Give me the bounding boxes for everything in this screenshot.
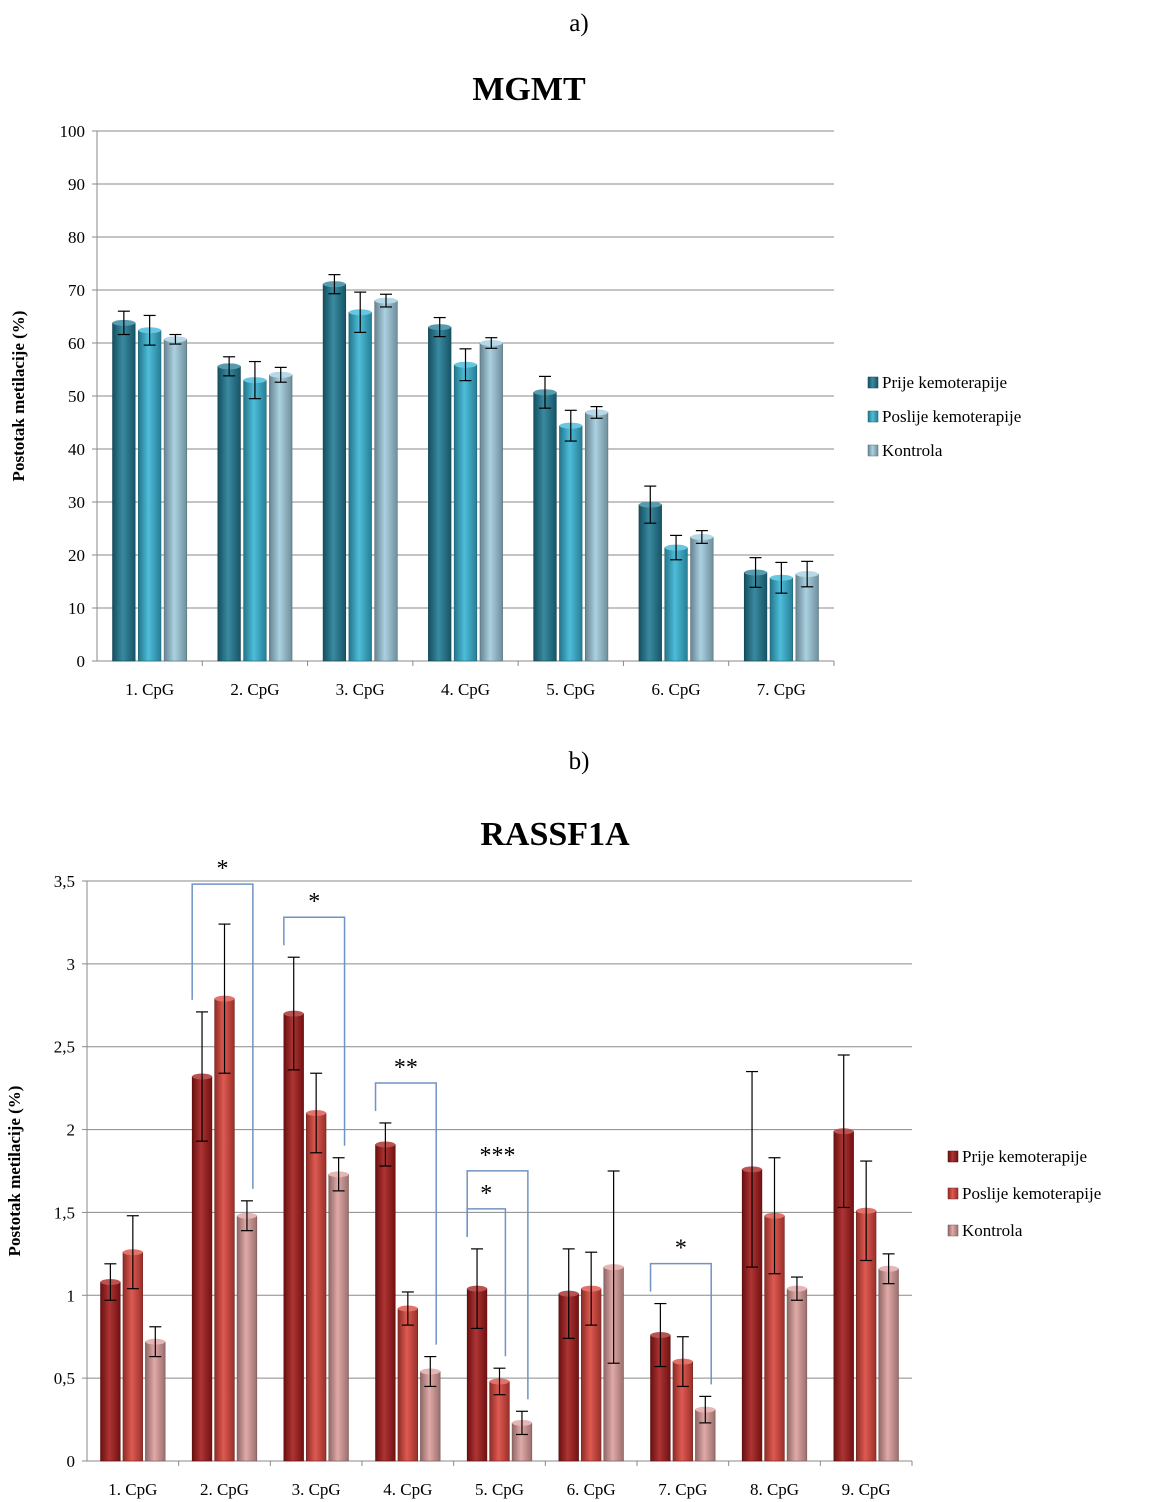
legend-label: Prije kemoterapije [962, 1147, 1087, 1166]
x-category-label: 6. CpG [567, 1480, 616, 1499]
bar [397, 1308, 418, 1462]
legend-label: Poslije kemoterapije [962, 1184, 1101, 1203]
legend-swatch [867, 444, 879, 457]
bar [236, 1215, 258, 1462]
y-tick-label: 3 [67, 955, 76, 974]
mgmt-chart: MGMT 0 10 20 30 40 50 60 70 80 90 100 Postotak metil… [9, 71, 1021, 699]
y-tick-label: 80 [68, 228, 85, 247]
y-tick-label: 1 [67, 1286, 76, 1305]
panel-b-label: b) [568, 748, 590, 775]
significance-label: * [480, 1181, 492, 1207]
x-category-label: 7. CpG [757, 680, 806, 699]
significance-label: *** [480, 1143, 516, 1169]
legend-label: Poslije kemoterapije [882, 407, 1021, 426]
y-tick-label: 2 [67, 1121, 76, 1140]
legend-swatch [947, 1224, 959, 1237]
legend-label: Kontrola [962, 1221, 1023, 1240]
x-category-label: 4. CpG [383, 1480, 432, 1499]
significance-bracket [466, 1170, 529, 1400]
x-category-label: 5. CpG [475, 1480, 524, 1499]
bar [786, 1288, 808, 1462]
significance-bracket [466, 1208, 507, 1357]
y-tick-label: 3,5 [54, 872, 75, 891]
legend-label: Prije kemoterapije [882, 373, 1007, 392]
significance-label: * [675, 1236, 687, 1262]
y-tick-label: 2,5 [54, 1038, 75, 1057]
y-tick-label: 40 [68, 440, 85, 459]
significance-bracket [649, 1262, 712, 1385]
x-category-label: 6. CpG [652, 680, 701, 699]
bar [878, 1268, 899, 1462]
y-tick-label: 60 [68, 334, 85, 353]
y-tick-label: 0 [67, 1452, 76, 1471]
legend-swatch [947, 1187, 959, 1200]
bar [375, 1144, 396, 1462]
y-tick-label: 0 [77, 652, 86, 671]
x-category-label: 5. CpG [546, 680, 595, 699]
significance-bracket [374, 1082, 437, 1345]
y-axis-label: Postotak metilacije (%) [9, 311, 28, 482]
y-tick-label: 10 [68, 599, 85, 618]
significance-label: * [217, 856, 229, 882]
y-tick-label: 0,5 [54, 1369, 75, 1388]
y-axis-label: Postotak metilacije (%) [5, 1086, 24, 1257]
x-category-label: 2. CpG [230, 680, 279, 699]
bar [283, 1013, 304, 1462]
x-category-label: 4. CpG [441, 680, 490, 699]
bar [306, 1112, 327, 1462]
y-tick-label: 1,5 [54, 1203, 75, 1222]
x-category-label: 3. CpG [292, 1480, 341, 1499]
x-category-label: 3. CpG [336, 680, 385, 699]
legend-swatch [947, 1150, 959, 1163]
significance-bracket [283, 916, 346, 1146]
y-tick-label: 100 [60, 122, 86, 141]
y-tick-label: 70 [68, 281, 85, 300]
x-category-label: 9. CpG [842, 1480, 891, 1499]
y-tick-label: 90 [68, 175, 85, 194]
legend-swatch [867, 410, 879, 423]
x-category-label: 1. CpG [108, 1480, 157, 1499]
bar [328, 1174, 349, 1462]
chart-title: RASSF1A [480, 816, 630, 853]
legend-swatch [867, 376, 879, 389]
significance-label: ** [394, 1055, 418, 1081]
y-tick-label: 30 [68, 493, 85, 512]
bar [100, 1281, 121, 1462]
x-category-label: 2. CpG [200, 1480, 249, 1499]
legend-label: Kontrola [882, 441, 943, 460]
y-tick-label: 50 [68, 387, 85, 406]
x-category-label: 7. CpG [658, 1480, 707, 1499]
significance-bracket [191, 883, 254, 1189]
bar [145, 1341, 166, 1462]
chart-title: MGMT [472, 71, 586, 108]
y-tick-label: 20 [68, 546, 85, 565]
x-category-label: 8. CpG [750, 1480, 799, 1499]
panel-a-label: a) [569, 10, 589, 37]
x-category-label: 1. CpG [125, 680, 174, 699]
significance-label: * [308, 889, 320, 915]
